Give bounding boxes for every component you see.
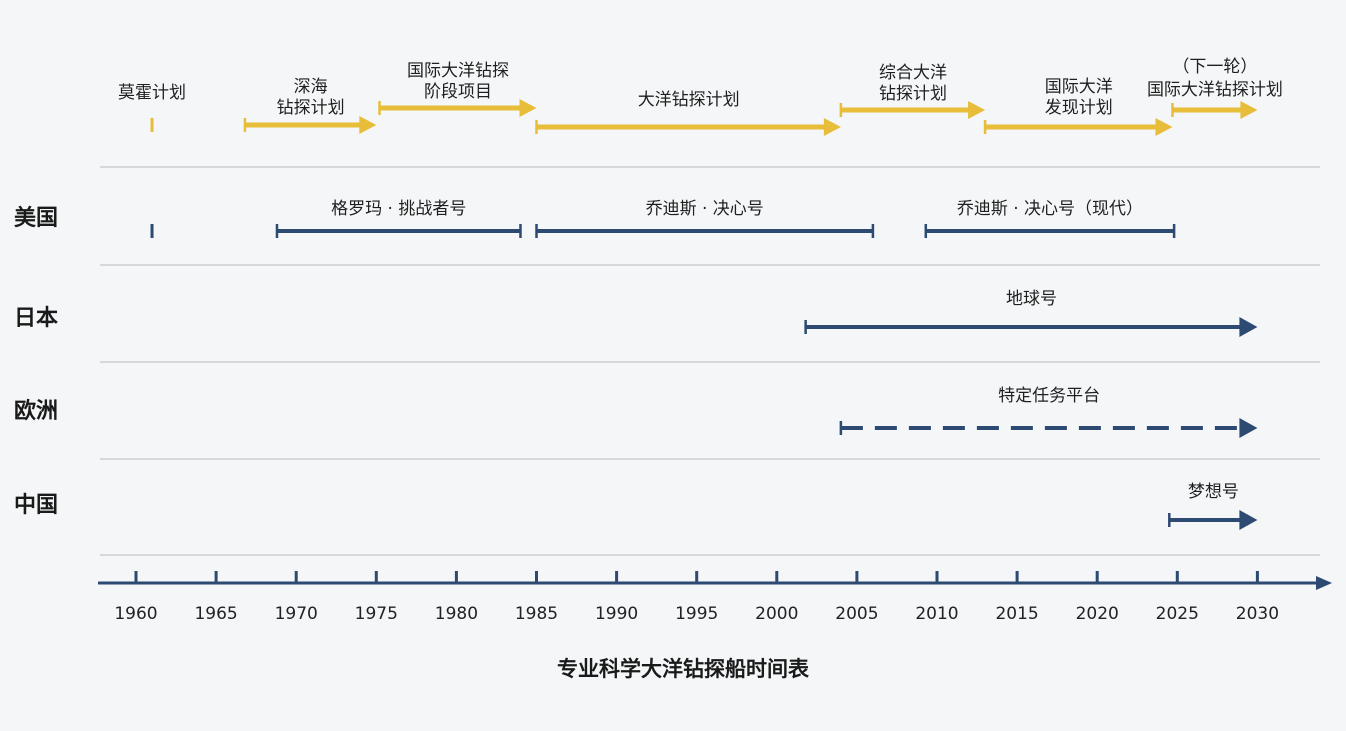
country-row: 中国 梦想号	[14, 482, 1258, 530]
year-label: 2020	[1076, 604, 1119, 624]
country-row: 日本 地球号	[14, 289, 1258, 337]
program-arrowhead	[1240, 101, 1258, 119]
ship-label: 地球号	[1006, 289, 1057, 309]
year-label: 1960	[114, 604, 157, 624]
country-row: 欧洲 特定任务平台	[14, 386, 1258, 438]
ship-item: 特定任务平台	[839, 386, 1258, 438]
year-label: 2025	[1156, 604, 1199, 624]
ship-label: 特定任务平台	[998, 386, 1100, 406]
program-label: （下一轮）	[1172, 57, 1257, 77]
ship-item: 梦想号	[1168, 482, 1258, 530]
program-item: 莫霍计划	[118, 83, 186, 132]
row-separators	[100, 166, 1320, 556]
ship-item: 格罗玛 · 挑战者号	[275, 199, 522, 238]
ship-label: 乔迪斯 · 决心号	[646, 199, 764, 219]
country-tracks: 美国 格罗玛 · 挑战者号 乔迪斯 · 决心号 乔迪斯 · 决心号（现代） 日本 地球号欧…	[14, 199, 1258, 530]
program-item: （下一轮） 国际大洋钻探计划	[1147, 57, 1283, 119]
ship-arrowhead	[1239, 418, 1258, 438]
year-label: 2010	[915, 604, 958, 624]
program-label: 国际大洋钻探	[407, 61, 509, 81]
country-row: 美国 格罗玛 · 挑战者号 乔迪斯 · 决心号 乔迪斯 · 决心号（现代）	[14, 199, 1176, 238]
program-arrowhead	[519, 99, 537, 117]
country-label: 日本	[14, 306, 58, 331]
program-label: 钻探计划	[879, 84, 947, 104]
program-label: 阶段项目	[424, 82, 492, 102]
program-label: 国际大洋钻探计划	[1147, 80, 1283, 100]
ship-label: 梦想号	[1188, 482, 1239, 502]
program-label: 莫霍计划	[118, 83, 186, 103]
ship-item: 地球号	[804, 289, 1258, 337]
program-arrowhead	[823, 118, 841, 136]
program-label: 国际大洋	[1045, 77, 1113, 97]
ship-item: 乔迪斯 · 决心号	[535, 199, 875, 238]
program-arrowhead	[968, 101, 986, 119]
program-arrowhead	[359, 116, 377, 134]
year-label: 2030	[1236, 604, 1279, 624]
ship-label: 乔迪斯 · 决心号（现代）	[957, 199, 1143, 219]
country-label: 美国	[14, 205, 58, 231]
year-label: 2005	[835, 604, 878, 624]
country-label: 中国	[14, 493, 58, 518]
year-label: 1985	[515, 604, 558, 624]
program-label: 综合大洋	[879, 63, 947, 83]
year-label: 2015	[995, 604, 1038, 624]
year-label: 1975	[355, 604, 398, 624]
year-label: 1965	[194, 604, 237, 624]
ship-arrowhead	[1239, 317, 1258, 337]
program-arrowhead	[1155, 118, 1173, 136]
ship-item: 乔迪斯 · 决心号（现代）	[924, 199, 1176, 238]
country-label: 欧洲	[14, 398, 58, 424]
year-label: 1970	[275, 604, 318, 624]
program-label: 发现计划	[1045, 98, 1113, 118]
chart-title: 专业科学大洋钻探船时间表	[557, 657, 810, 681]
year-axis: 1960 1965 1970 1975 1980 1985 1990 1995 2000 2005…	[98, 571, 1332, 624]
axis-arrowhead	[1316, 576, 1332, 590]
ship-label: 格罗玛 · 挑战者号	[331, 199, 466, 219]
program-label: 大洋钻探计划	[638, 90, 740, 110]
year-label: 1995	[675, 604, 718, 624]
program-label: 深海	[294, 77, 328, 97]
year-label: 1990	[595, 604, 638, 624]
year-label: 2000	[755, 604, 798, 624]
ship-arrowhead	[1239, 510, 1258, 530]
program-item: 大洋钻探计划	[535, 90, 841, 136]
program-label: 钻探计划	[277, 98, 345, 118]
year-label: 1980	[435, 604, 478, 624]
